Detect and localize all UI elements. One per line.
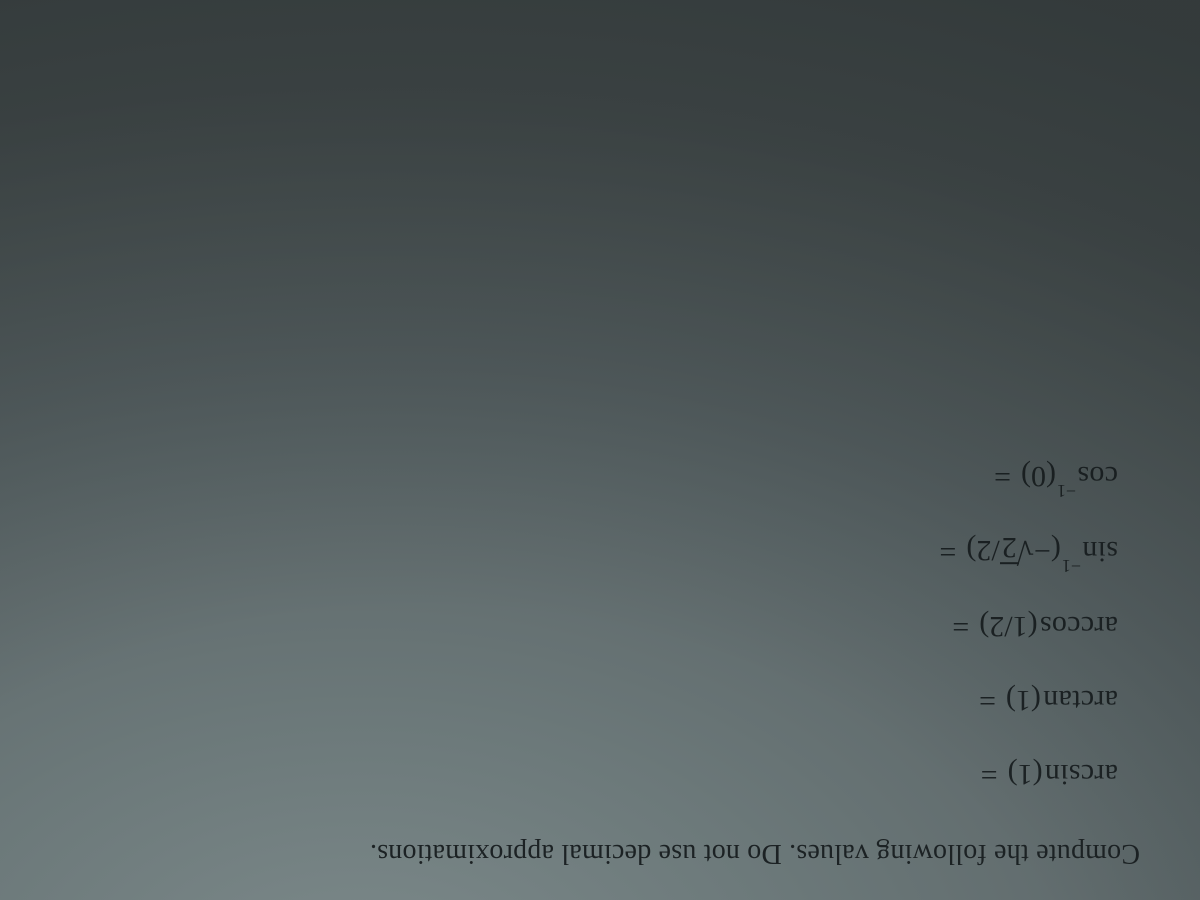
superscript: −1 [1062, 555, 1081, 577]
function-name: sin [1082, 533, 1118, 569]
argument: (1) [1006, 682, 1041, 718]
equals-sign: = [979, 682, 996, 718]
problem-row: arctan (1) = [80, 682, 1118, 718]
equals-sign: = [994, 458, 1011, 494]
problem-row: arccos (1/2) = [80, 608, 1118, 644]
equals-sign: = [981, 756, 998, 792]
equals-sign: = [939, 533, 956, 569]
problem-row: arcsin (1) = [80, 756, 1118, 792]
argument: (0) [1021, 458, 1056, 494]
problem-list: arcsin (1) = arctan (1) = arccos (1/2) =… [80, 458, 1118, 792]
superscript: −1 [1057, 480, 1076, 502]
argument: (−√2/2) [966, 532, 1061, 570]
function-name: arcsin [1045, 756, 1118, 792]
equals-sign: = [952, 608, 969, 644]
problem-row: cos −1 (0) = [80, 458, 1118, 494]
function-name: cos [1077, 458, 1118, 494]
page-content: Compute the following values. Do not use… [80, 420, 1140, 873]
function-name: arccos [1040, 608, 1118, 644]
instruction-text: Compute the following values. Do not use… [80, 834, 1140, 873]
argument: (1) [1008, 756, 1043, 792]
function-name: arctan [1043, 682, 1118, 718]
problem-row: sin −1 (−√2/2) = [80, 532, 1118, 570]
argument: (1/2) [979, 608, 1037, 644]
